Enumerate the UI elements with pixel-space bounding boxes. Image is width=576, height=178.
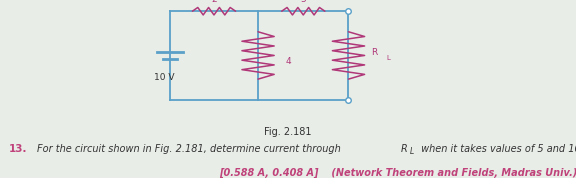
Text: 2: 2: [211, 0, 217, 4]
Text: 13.: 13.: [9, 144, 27, 154]
Text: R: R: [372, 48, 378, 57]
Text: (Network Theorem and Fields, Madras Univ.): (Network Theorem and Fields, Madras Univ…: [328, 168, 576, 178]
Text: 4: 4: [286, 57, 291, 66]
Text: 10 V: 10 V: [154, 73, 175, 82]
Text: R: R: [400, 144, 407, 154]
Text: Fig. 2.181: Fig. 2.181: [264, 127, 312, 137]
Text: [0.588 A, 0.408 A]: [0.588 A, 0.408 A]: [219, 168, 319, 178]
Text: L: L: [386, 55, 390, 61]
Text: when it takes values of 5 and 10 Ω: when it takes values of 5 and 10 Ω: [418, 144, 576, 154]
Text: L: L: [410, 147, 414, 156]
Text: 5: 5: [301, 0, 306, 4]
Text: For the circuit shown in Fig. 2.181, determine current through: For the circuit shown in Fig. 2.181, det…: [37, 144, 344, 154]
